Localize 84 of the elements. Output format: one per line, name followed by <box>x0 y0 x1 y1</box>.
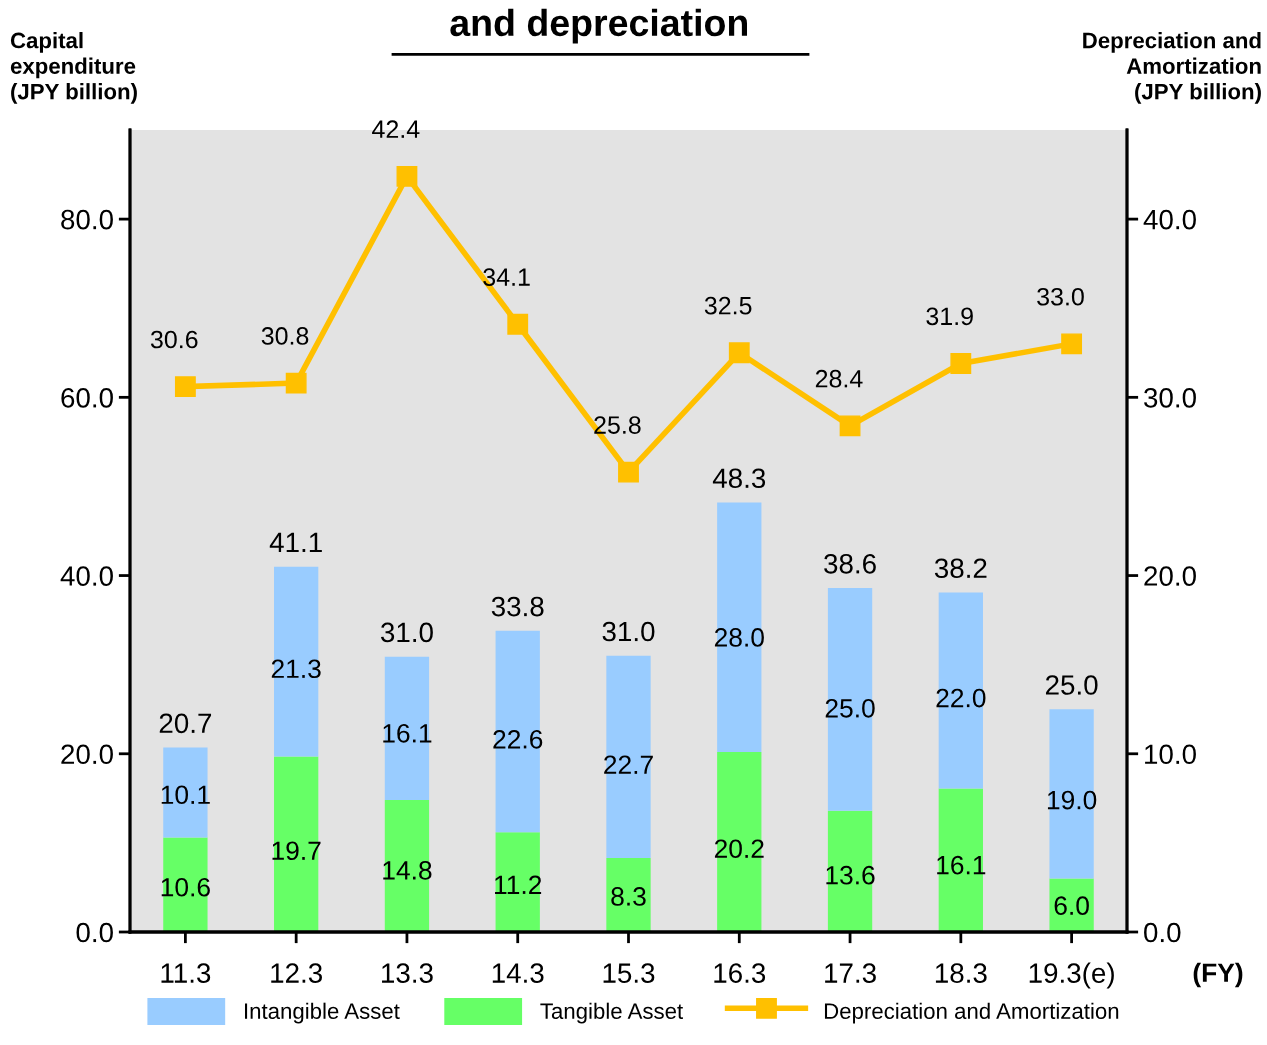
total-label: 31.0 <box>602 621 655 642</box>
data-label: 33.0 <box>1037 287 1084 306</box>
data-label: 30.6 <box>150 330 198 349</box>
bar <box>163 837 208 932</box>
legend-label: Depreciation and Amortization <box>824 1002 1119 1024</box>
total-label: 20.7 <box>159 713 212 734</box>
point <box>1061 333 1083 355</box>
y-tick-label: 60.0 <box>61 388 113 408</box>
total-label: 25.0 <box>1045 675 1098 695</box>
data-label: 6.0 <box>1054 896 1089 916</box>
y-tick-label: 80.0 <box>61 209 113 230</box>
data-label: 42.4 <box>372 120 420 138</box>
data-label: 21.3 <box>271 659 321 679</box>
y-tick-label: 20.0 <box>61 744 113 765</box>
data-label: 25.0 <box>825 698 875 718</box>
total-label: 48.3 <box>712 468 766 489</box>
legend-label: Intangible Asset <box>245 1002 400 1024</box>
data-label: 16.1 <box>937 855 986 875</box>
data-label: 22.0 <box>936 688 986 708</box>
data-label: 25.8 <box>594 416 641 434</box>
x-tick-label: 17.3 <box>825 963 876 983</box>
data-label: 16.1 <box>383 723 432 743</box>
data-label: 32.5 <box>704 296 752 315</box>
x-tick-label: 19.3(e) <box>1029 962 1114 989</box>
data-label: 34.1 <box>483 268 530 286</box>
legend-label: Tangible Asset <box>540 1002 683 1024</box>
data-label: 30.8 <box>261 327 309 345</box>
data-label: 28.4 <box>815 369 863 388</box>
x-tick-label: 13.3 <box>382 963 433 983</box>
bar <box>274 756 319 932</box>
point <box>285 372 307 394</box>
data-label: 10.6 <box>161 877 210 897</box>
x-tick-label: 14.3 <box>492 963 544 983</box>
point <box>174 376 196 398</box>
y2-tick-label: 30.0 <box>1144 388 1196 408</box>
x-tick-label: 15.3 <box>603 963 655 983</box>
x-tick-label: 16.3 <box>714 963 766 983</box>
bar <box>495 832 540 932</box>
data-label: 20.2 <box>714 839 764 859</box>
total-label: 38.2 <box>934 558 987 579</box>
y2-axis-title: Depreciation and Amortization (JPY billion) <box>1083 32 1261 104</box>
point <box>839 415 861 437</box>
data-label: 28.0 <box>714 628 764 647</box>
total-label: 33.8 <box>491 596 544 617</box>
data-label: 14.8 <box>383 861 432 880</box>
bar <box>606 655 651 859</box>
point <box>618 461 639 483</box>
total-label: 31.0 <box>380 622 433 643</box>
y2-tick-label: 20.0 <box>1144 566 1196 586</box>
point <box>507 313 529 335</box>
y-tick-label: 0.0 <box>76 922 113 943</box>
y2-tick-label: 10.0 <box>1145 744 1196 765</box>
y-axis-title: Capital expenditure (JPY billion) <box>10 32 137 104</box>
x-tick-label: 11.3 <box>161 963 211 983</box>
bar <box>827 810 873 932</box>
x-tick-label: 18.3 <box>935 963 987 983</box>
data-label: 8.3 <box>611 887 646 906</box>
bar <box>606 858 651 932</box>
point <box>396 165 418 187</box>
bar <box>1049 878 1094 932</box>
y2-tick-label: 0.0 <box>1144 922 1181 943</box>
data-label: 19.7 <box>272 841 321 861</box>
bar <box>717 502 762 752</box>
data-label: 31.9 <box>926 307 973 326</box>
bar <box>717 752 762 932</box>
total-label: 38.6 <box>824 553 876 574</box>
data-label: 10.1 <box>161 785 210 805</box>
bar <box>384 800 430 932</box>
point <box>950 353 972 374</box>
data-label: 22.7 <box>604 755 653 774</box>
data-label: 13.6 <box>826 865 875 885</box>
chart-title: and depreciation <box>450 8 748 44</box>
point <box>728 342 750 364</box>
x-axis-title: (FY) <box>1193 962 1243 988</box>
y-tick-label: 40.0 <box>60 566 113 586</box>
total-label: 41.1 <box>269 532 322 552</box>
data-label: 19.0 <box>1047 790 1097 810</box>
data-label: 22.6 <box>493 729 543 749</box>
x-tick-label: 12.3 <box>271 963 322 983</box>
bar <box>384 656 430 801</box>
bar <box>163 747 208 838</box>
bar <box>827 588 873 811</box>
data-label: 11.2 <box>495 875 542 894</box>
y2-tick-label: 40.0 <box>1143 209 1196 230</box>
